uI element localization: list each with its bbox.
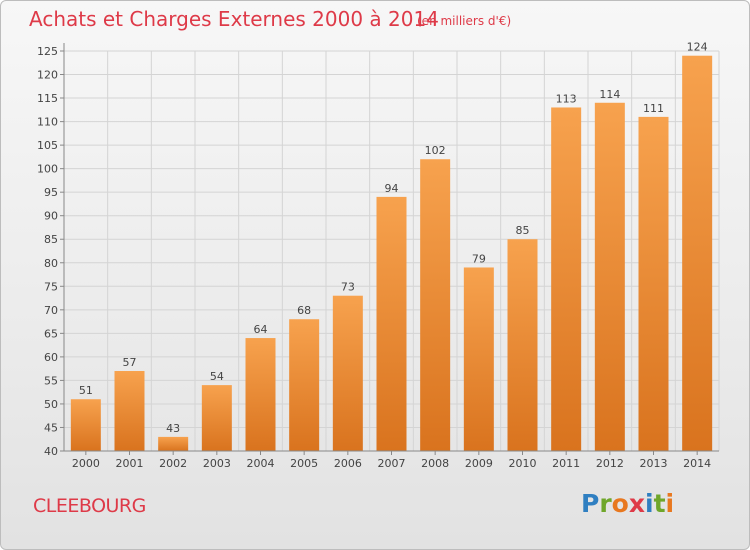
- bar-2008: [420, 159, 451, 451]
- x-tick-label: 2001: [116, 457, 144, 470]
- x-tick-label: 2010: [509, 457, 537, 470]
- chart-unit: (en milliers d'€): [417, 14, 512, 28]
- logo-letter: P: [581, 489, 600, 518]
- value-label: 73: [341, 281, 355, 294]
- x-tick-label: 2012: [596, 457, 624, 470]
- x-tick-label: 2006: [334, 457, 362, 470]
- x-tick-label: 2009: [465, 457, 493, 470]
- y-tick-label: 55: [44, 374, 58, 387]
- y-tick-label: 75: [44, 280, 58, 293]
- value-label: 43: [166, 422, 180, 435]
- y-tick-label: 90: [44, 210, 58, 223]
- value-label: 64: [254, 323, 268, 336]
- x-tick-label: 2007: [378, 457, 406, 470]
- value-label: 111: [643, 102, 664, 115]
- y-tick-label: 45: [44, 421, 58, 434]
- logo-letter: x: [628, 489, 645, 518]
- bar-2007: [376, 196, 407, 451]
- bar-2002: [158, 436, 189, 451]
- x-tick-label: 2014: [683, 457, 711, 470]
- bar-2004: [245, 338, 276, 451]
- value-label: 68: [297, 304, 311, 317]
- bar-2000: [70, 399, 101, 451]
- logo-letter: r: [599, 489, 612, 518]
- y-tick-label: 70: [44, 304, 58, 317]
- bar-2009: [463, 267, 494, 451]
- value-label: 102: [425, 144, 446, 157]
- bar-2012: [594, 102, 625, 451]
- y-tick-label: 85: [44, 233, 58, 246]
- bar-2010: [507, 239, 538, 451]
- value-label: 114: [599, 88, 620, 101]
- bar-2013: [638, 116, 669, 451]
- bar-2001: [114, 371, 145, 451]
- y-tick-label: 40: [44, 445, 58, 458]
- bar-2003: [201, 385, 232, 451]
- bar-2005: [289, 319, 320, 451]
- place-name: CLEEBOURG: [33, 495, 146, 517]
- logo-letter: o: [611, 489, 629, 518]
- y-tick-label: 125: [37, 45, 58, 58]
- x-tick-label: 2002: [159, 457, 187, 470]
- logo-letter: t: [653, 489, 666, 518]
- x-tick-label: 2011: [552, 457, 580, 470]
- x-tick-label: 2013: [640, 457, 668, 470]
- value-label: 85: [516, 224, 530, 237]
- x-tick-label: 2004: [247, 457, 275, 470]
- y-tick-label: 50: [44, 398, 58, 411]
- y-tick-label: 95: [44, 186, 58, 199]
- value-label: 57: [123, 356, 137, 369]
- value-label: 51: [79, 384, 93, 397]
- x-tick-label: 2000: [72, 457, 100, 470]
- y-tick-label: 65: [44, 327, 58, 340]
- logo-letter: i: [645, 489, 654, 518]
- y-tick-label: 120: [37, 69, 58, 82]
- y-tick-label: 110: [37, 116, 58, 129]
- proxiti-logo: Proxiti: [581, 489, 674, 518]
- value-label: 54: [210, 370, 224, 383]
- logo-letter: i: [665, 489, 675, 518]
- value-label: 94: [385, 182, 399, 195]
- x-tick-label: 2003: [203, 457, 231, 470]
- y-tick-label: 115: [37, 92, 58, 105]
- y-tick-label: 60: [44, 351, 58, 364]
- y-tick-label: 100: [37, 163, 58, 176]
- x-tick-label: 2005: [290, 457, 318, 470]
- value-label: 113: [556, 92, 577, 105]
- bar-2014: [682, 55, 713, 452]
- y-tick-label: 105: [37, 139, 58, 152]
- bar-2011: [551, 107, 582, 452]
- x-tick-label: 2008: [421, 457, 449, 470]
- chart-title: Achats et Charges Externes 2000 à 2014: [29, 7, 439, 31]
- y-tick-label: 80: [44, 257, 58, 270]
- bar-2006: [332, 295, 363, 451]
- value-label: 79: [472, 252, 486, 265]
- value-label: 124: [687, 41, 708, 54]
